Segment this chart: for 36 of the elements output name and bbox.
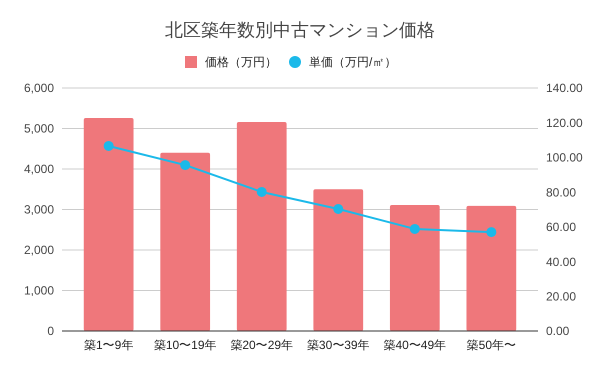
bar: [390, 205, 440, 331]
y2-tick-label: 40.00: [546, 254, 576, 269]
point: [333, 204, 344, 214]
y2-tick-label: 60.00: [546, 220, 576, 234]
bar: [466, 206, 516, 331]
point: [104, 140, 114, 151]
point: [410, 224, 420, 234]
point: [486, 227, 496, 238]
y2-tick-label: 140.00: [546, 81, 584, 96]
point: [180, 160, 190, 170]
x-tick-label: 築40〜49年: [383, 338, 446, 352]
x-tick-label: 築50年〜: [466, 338, 516, 352]
bar: [84, 118, 134, 331]
bar: [236, 122, 287, 331]
y2-tick-label: 120.00: [546, 116, 584, 130]
y2-tick-label: 0.00: [546, 324, 570, 338]
point: [256, 186, 267, 197]
bar: [160, 152, 210, 331]
y2-tick-label: 20.00: [546, 289, 576, 304]
y2-tick-label: 80.00: [546, 185, 576, 200]
bar: [313, 189, 364, 331]
legend-label: 価格（万円）: [205, 55, 277, 70]
y-tick-label: 6,000: [24, 81, 54, 96]
y2-tick-label: 100.00: [546, 150, 584, 165]
x-tick-label: 築1〜9年: [84, 338, 134, 352]
legend-label: 単価（万円/㎡）: [309, 55, 396, 70]
x-tick-label: 築10〜19年: [154, 338, 217, 352]
y-tick-label: 1,000: [24, 284, 54, 298]
y-tick-label: 4,000: [24, 162, 54, 176]
x-tick-label: 築30〜39年: [306, 338, 370, 352]
x-tick-label: 築20〜29年: [230, 338, 294, 352]
y-tick-label: 0: [47, 324, 54, 338]
y-tick-label: 5,000: [24, 122, 54, 136]
y-tick-label: 3,000: [24, 202, 54, 217]
chart-title: 北区築年数別中古マンション価格: [165, 20, 435, 40]
y-tick-label: 2,000: [24, 243, 54, 258]
